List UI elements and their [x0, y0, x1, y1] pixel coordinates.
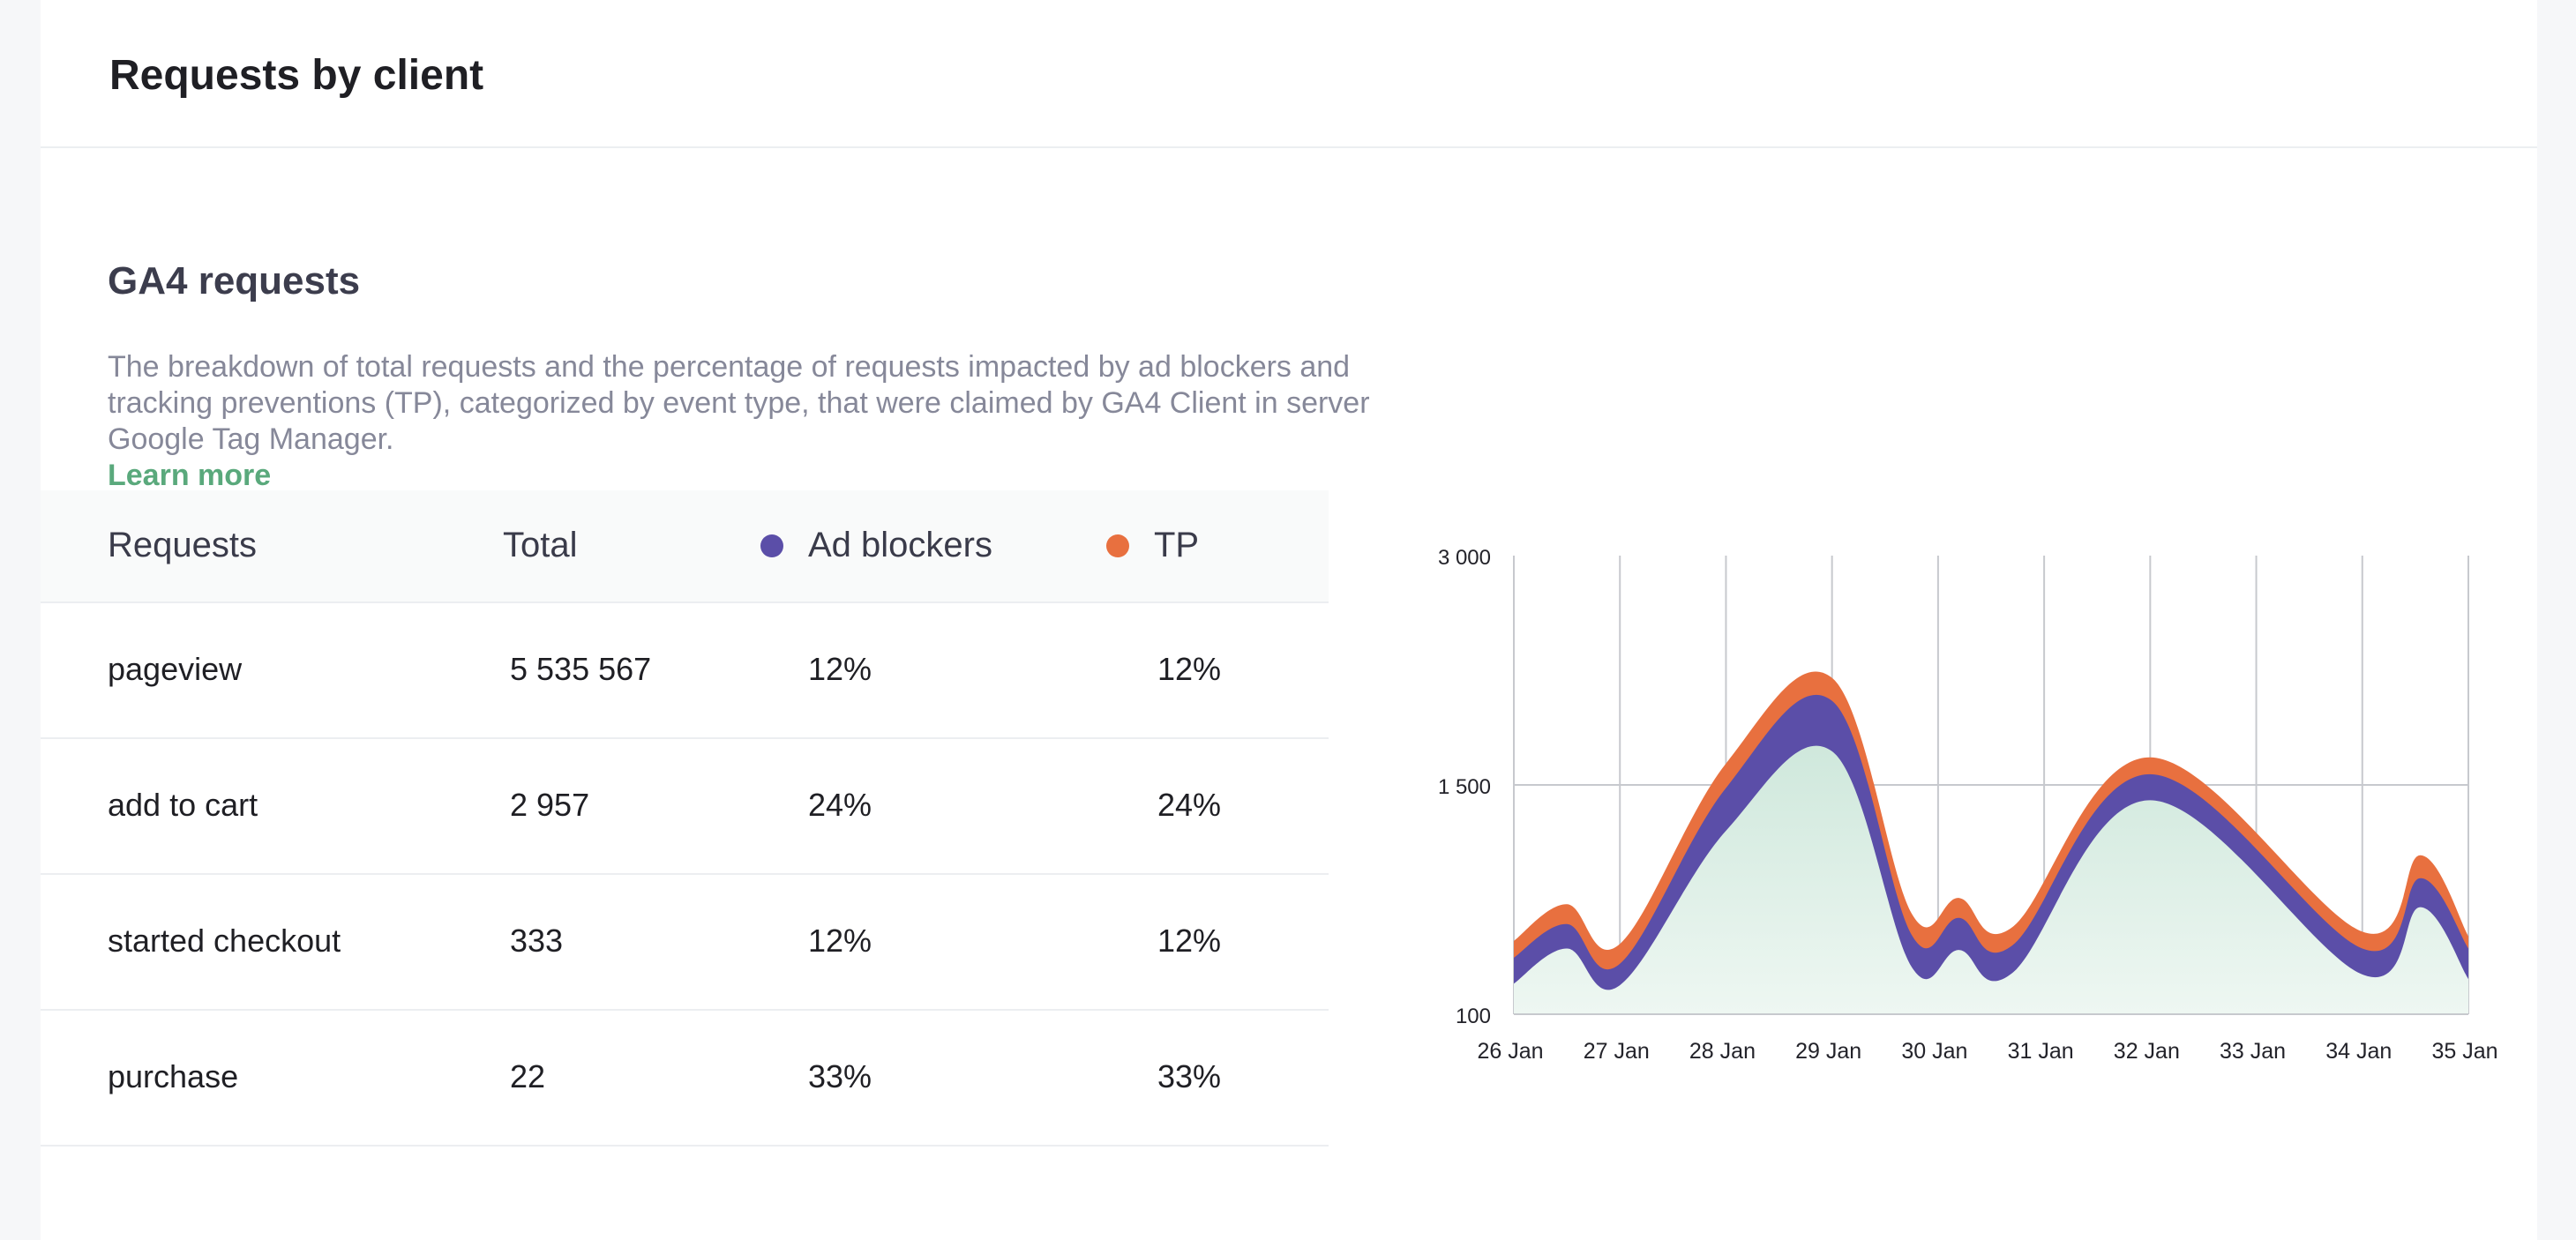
y-tick-label: 3 000 — [1438, 546, 1491, 570]
row-ad-blockers: 12% — [808, 651, 872, 687]
tp-legend-dot-icon — [1106, 534, 1129, 557]
x-tick-label: 28 Jan — [1689, 1039, 1756, 1064]
header-ad-blockers-label: Ad blockers — [808, 526, 992, 564]
row-ad-blockers: 24% — [808, 787, 872, 823]
row-tp: 33% — [1157, 1058, 1222, 1094]
row-tp: 12% — [1157, 923, 1222, 959]
card-title: Requests by client — [109, 52, 484, 99]
header-total: Total — [503, 526, 578, 564]
chart-svg: 3 000 1 500 100 26 Jan 27 Jan 28 Jan 29 Jan 30 … — [1438, 546, 2498, 1064]
row-name: pageview — [108, 651, 243, 687]
x-tick-label: 26 Jan — [1477, 1039, 1543, 1064]
header-tp: TP — [1106, 526, 1199, 565]
x-tick-label: 35 Jan — [2431, 1039, 2497, 1064]
learn-more-link[interactable]: Learn more — [108, 459, 272, 492]
row-total: 333 — [510, 923, 564, 959]
section-description: The breakdown of total requests and the … — [108, 350, 1370, 456]
table-row: started checkout 333 12% 12% — [41, 875, 1329, 1011]
row-tp: 12% — [1157, 651, 1222, 687]
x-tick-label: 27 Jan — [1584, 1039, 1650, 1064]
section-title: GA4 requests — [108, 259, 361, 303]
chart-areas — [1514, 671, 2468, 1014]
requests-by-client-card: Requests by client GA4 requests The brea… — [41, 0, 2537, 1240]
row-name: add to cart — [108, 787, 258, 823]
x-tick-label: 34 Jan — [2325, 1039, 2392, 1064]
x-tick-label: 33 Jan — [2220, 1039, 2286, 1064]
x-tick-label: 32 Jan — [2114, 1039, 2180, 1064]
row-total: 5 535 567 — [510, 651, 652, 687]
chart-labels: 3 000 1 500 100 26 Jan 27 Jan 28 Jan 29 Jan 30 … — [1438, 546, 2498, 1064]
row-name: purchase — [108, 1058, 239, 1094]
table-row: purchase 22 33% 33% — [41, 1011, 1329, 1147]
row-name: started checkout — [108, 923, 341, 959]
table-row: pageview 5 535 567 12% 12% — [41, 603, 1329, 739]
row-total: 22 — [510, 1058, 546, 1094]
x-tick-label: 29 Jan — [1795, 1039, 1861, 1064]
ad-blockers-legend-dot-icon — [760, 534, 783, 557]
row-ad-blockers: 12% — [808, 923, 872, 959]
x-tick-label: 30 Jan — [1901, 1039, 1967, 1064]
requests-area-chart: 3 000 1 500 100 26 Jan 27 Jan 28 Jan 29 Jan 30 … — [1382, 529, 2528, 1111]
header-tp-label: TP — [1154, 526, 1200, 564]
row-tp: 24% — [1157, 787, 1222, 823]
row-total: 2 957 — [510, 787, 590, 823]
area-series-total — [1514, 745, 2468, 1014]
header-requests: Requests — [108, 526, 257, 564]
x-tick-label: 31 Jan — [2008, 1039, 2074, 1064]
y-tick-label: 100 — [1456, 1005, 1491, 1028]
header-ad-blockers: Ad blockers — [760, 526, 992, 565]
row-ad-blockers: 33% — [808, 1058, 872, 1094]
y-tick-label: 1 500 — [1438, 775, 1491, 799]
requests-table: Requests Total Ad blockers TP pageview 5… — [41, 490, 1329, 1147]
card-header: Requests by client — [41, 0, 2537, 148]
table-header-row: Requests Total Ad blockers TP — [41, 490, 1329, 603]
table-row: add to cart 2 957 24% 24% — [41, 739, 1329, 875]
